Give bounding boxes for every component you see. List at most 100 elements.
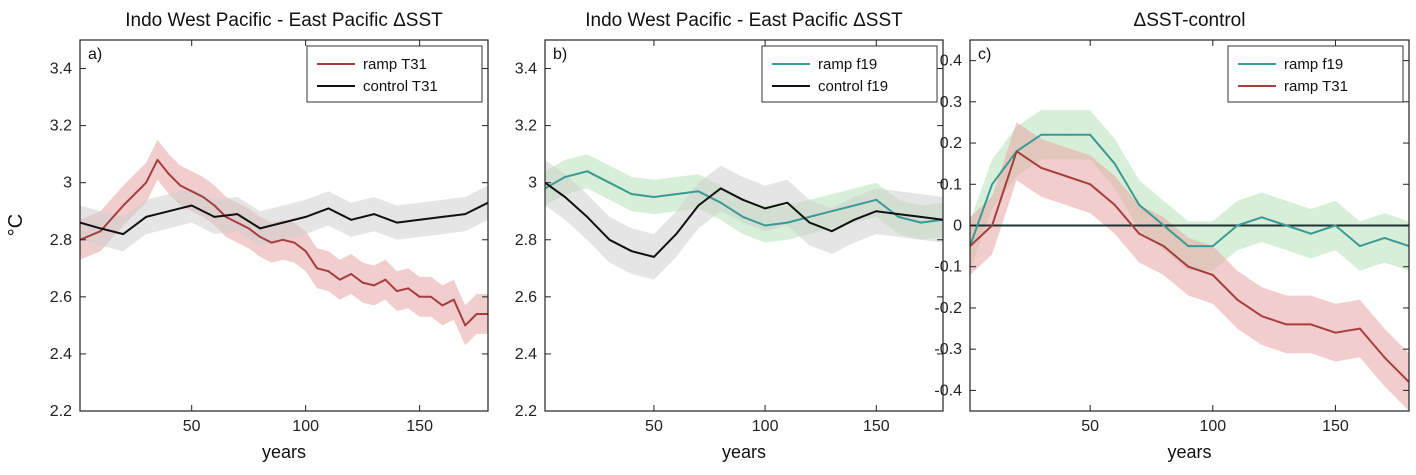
x-tick-label: 150 — [406, 418, 433, 435]
axes-box — [79, 39, 489, 412]
data-point — [338, 278, 341, 281]
data-point — [316, 267, 318, 270]
series-line — [80, 158, 488, 327]
series-band — [80, 139, 488, 346]
data-point — [1162, 224, 1165, 227]
legend-entry: control T31 — [363, 78, 438, 95]
data-point — [441, 216, 444, 218]
data-point — [608, 238, 611, 241]
legend: ramp T31 control T31 — [306, 45, 483, 103]
data-point — [327, 270, 330, 273]
data-point — [1236, 224, 1239, 227]
data-point — [373, 284, 375, 287]
panel-1: Indo West Pacific - East Pacific ΔSST 50 1… — [50, 10, 489, 462]
y-tick-label: 2.2 — [515, 403, 537, 420]
y-tick-label: 2.2 — [50, 403, 72, 420]
x-axis-label: years — [262, 442, 306, 462]
data-point — [875, 210, 878, 213]
data-point — [853, 204, 855, 207]
data-point — [1211, 274, 1214, 276]
data-point — [653, 255, 655, 258]
legend-entry: ramp f19 — [1284, 56, 1343, 73]
legend-entry: control f19 — [818, 78, 888, 95]
data-point — [875, 198, 878, 201]
data-point — [1236, 298, 1239, 301]
x-tick-label: 50 — [645, 418, 663, 435]
axes-box — [544, 39, 944, 412]
x-tick-label: 100 — [752, 418, 779, 435]
data-point — [145, 216, 148, 218]
data-point — [167, 173, 170, 176]
data-point — [1285, 323, 1288, 326]
legend-entry: ramp f19 — [818, 56, 877, 73]
data-point — [190, 204, 193, 207]
data-point — [350, 218, 353, 221]
data-point — [122, 233, 125, 235]
data-point — [1113, 203, 1116, 206]
data-point — [764, 207, 767, 210]
plot-area — [970, 110, 1409, 411]
data-point — [1211, 245, 1214, 248]
data-point — [190, 190, 193, 193]
y-tick-label: -0.1 — [934, 259, 962, 276]
data-point — [586, 170, 589, 173]
data-point — [1359, 245, 1361, 248]
data-point — [1040, 166, 1043, 169]
data-point — [808, 216, 811, 218]
data-point — [897, 216, 900, 218]
data-point — [293, 241, 296, 244]
data-point — [122, 204, 125, 207]
data-point — [1138, 232, 1141, 235]
y-tick-label: 2.8 — [50, 232, 72, 249]
data-point — [830, 230, 833, 233]
y-tick-label: 2.4 — [515, 346, 537, 363]
data-point — [830, 210, 833, 213]
data-point — [99, 227, 102, 230]
data-point — [213, 204, 216, 207]
data-point — [464, 324, 467, 327]
data-point — [786, 201, 789, 204]
data-point — [384, 278, 387, 281]
y-tick-label: 0.2 — [940, 135, 962, 152]
y-tick-label: 0.4 — [940, 53, 962, 70]
data-point — [719, 187, 722, 190]
y-axis-label: °C — [5, 214, 27, 236]
y-tick-label: 2.4 — [50, 346, 72, 363]
data-point — [361, 281, 364, 284]
data-point — [167, 210, 170, 213]
data-point — [281, 221, 284, 224]
data-point — [1383, 356, 1386, 359]
data-point — [991, 183, 993, 186]
y-tick-label: -0.3 — [934, 341, 962, 358]
data-point — [1113, 162, 1116, 165]
data-point — [919, 216, 922, 218]
panel-label: a) — [88, 46, 102, 63]
panel-title: Indo West Pacific - East Pacific ΔSST — [125, 10, 443, 31]
data-point — [395, 221, 398, 224]
data-point — [99, 230, 102, 233]
data-point — [1334, 331, 1337, 334]
legend-box — [761, 45, 938, 103]
y-tick-label: 0 — [953, 218, 962, 235]
y-tick-label: 3 — [528, 175, 537, 192]
data-point — [697, 204, 700, 207]
x-tick-label: 100 — [292, 418, 319, 435]
legend-entry: ramp T31 — [1284, 78, 1348, 95]
data-point — [304, 216, 307, 218]
y-tick-label: 3 — [63, 175, 72, 192]
data-point — [281, 238, 284, 241]
legend: ramp f19 ramp T31 — [1227, 45, 1404, 103]
data-point — [1089, 133, 1092, 136]
y-tick-label: -0.2 — [934, 300, 962, 317]
series-band — [545, 159, 943, 280]
data-point — [1089, 183, 1092, 186]
data-point — [350, 273, 353, 275]
data-point — [213, 216, 216, 218]
x-tick-label: 100 — [1199, 418, 1226, 435]
panel-2: Indo West Pacific - East Pacific ΔSST 50 1… — [515, 10, 944, 462]
panel-label: c) — [978, 46, 991, 63]
data-point — [407, 287, 410, 290]
data-point — [586, 216, 589, 218]
data-point — [430, 295, 432, 298]
